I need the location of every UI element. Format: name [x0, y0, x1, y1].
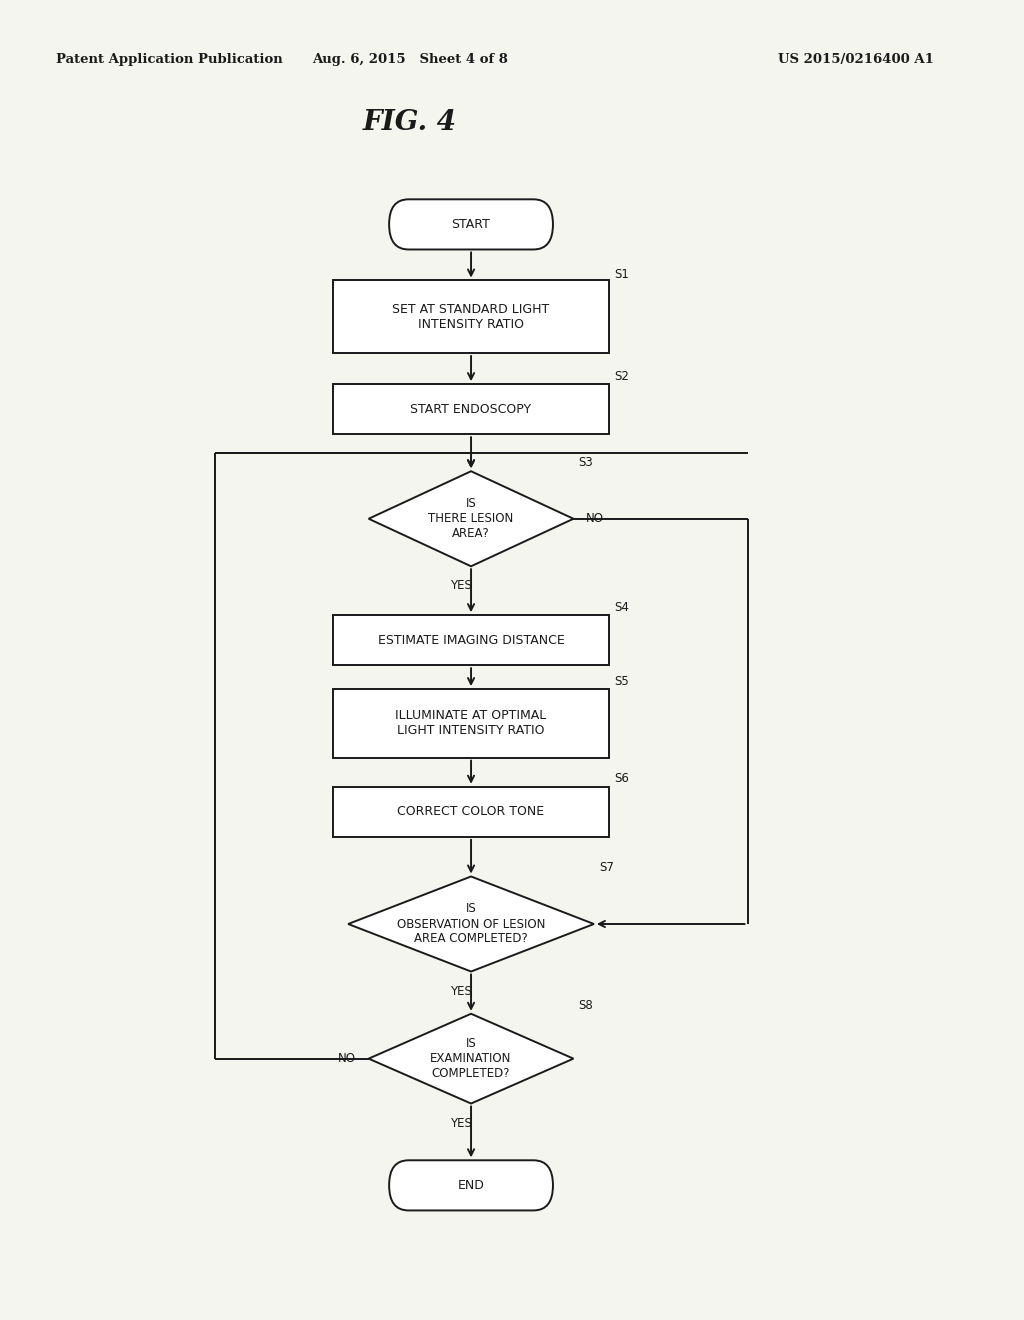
Polygon shape [348, 876, 594, 972]
Text: IS
EXAMINATION
COMPLETED?: IS EXAMINATION COMPLETED? [430, 1038, 512, 1080]
Text: S5: S5 [614, 675, 629, 688]
Text: YES: YES [450, 985, 472, 998]
Bar [333, 615, 609, 665]
Text: S7: S7 [599, 861, 614, 874]
Bar [333, 280, 609, 352]
Text: S6: S6 [614, 772, 630, 785]
Text: S4: S4 [614, 601, 630, 614]
Polygon shape [369, 471, 573, 566]
Text: NO: NO [586, 512, 604, 525]
Text: IS
THERE LESION
AREA?: IS THERE LESION AREA? [428, 498, 514, 540]
Text: YES: YES [450, 579, 472, 593]
Text: SET AT STANDARD LIGHT
INTENSITY RATIO: SET AT STANDARD LIGHT INTENSITY RATIO [392, 302, 550, 331]
FancyBboxPatch shape [389, 199, 553, 249]
Text: NO: NO [338, 1052, 356, 1065]
Text: START ENDOSCOPY: START ENDOSCOPY [411, 403, 531, 416]
FancyBboxPatch shape [389, 1160, 553, 1210]
Bar [333, 384, 609, 434]
Text: Aug. 6, 2015   Sheet 4 of 8: Aug. 6, 2015 Sheet 4 of 8 [311, 53, 508, 66]
Text: ESTIMATE IMAGING DISTANCE: ESTIMATE IMAGING DISTANCE [378, 634, 564, 647]
Bar [333, 689, 609, 758]
Polygon shape [369, 1014, 573, 1104]
Text: S3: S3 [579, 455, 593, 469]
Text: Patent Application Publication: Patent Application Publication [56, 53, 283, 66]
Text: US 2015/0216400 A1: US 2015/0216400 A1 [778, 53, 934, 66]
Text: YES: YES [450, 1117, 472, 1130]
Text: ILLUMINATE AT OPTIMAL
LIGHT INTENSITY RATIO: ILLUMINATE AT OPTIMAL LIGHT INTENSITY RA… [395, 709, 547, 738]
Text: S2: S2 [614, 370, 630, 383]
Bar [333, 787, 609, 837]
Text: S1: S1 [614, 268, 630, 281]
Text: FIG. 4: FIG. 4 [362, 110, 457, 136]
Text: END: END [458, 1179, 484, 1192]
Text: CORRECT COLOR TONE: CORRECT COLOR TONE [397, 805, 545, 818]
Text: S8: S8 [579, 999, 593, 1012]
Text: START: START [452, 218, 490, 231]
Text: IS
OBSERVATION OF LESION
AREA COMPLETED?: IS OBSERVATION OF LESION AREA COMPLETED? [397, 903, 545, 945]
